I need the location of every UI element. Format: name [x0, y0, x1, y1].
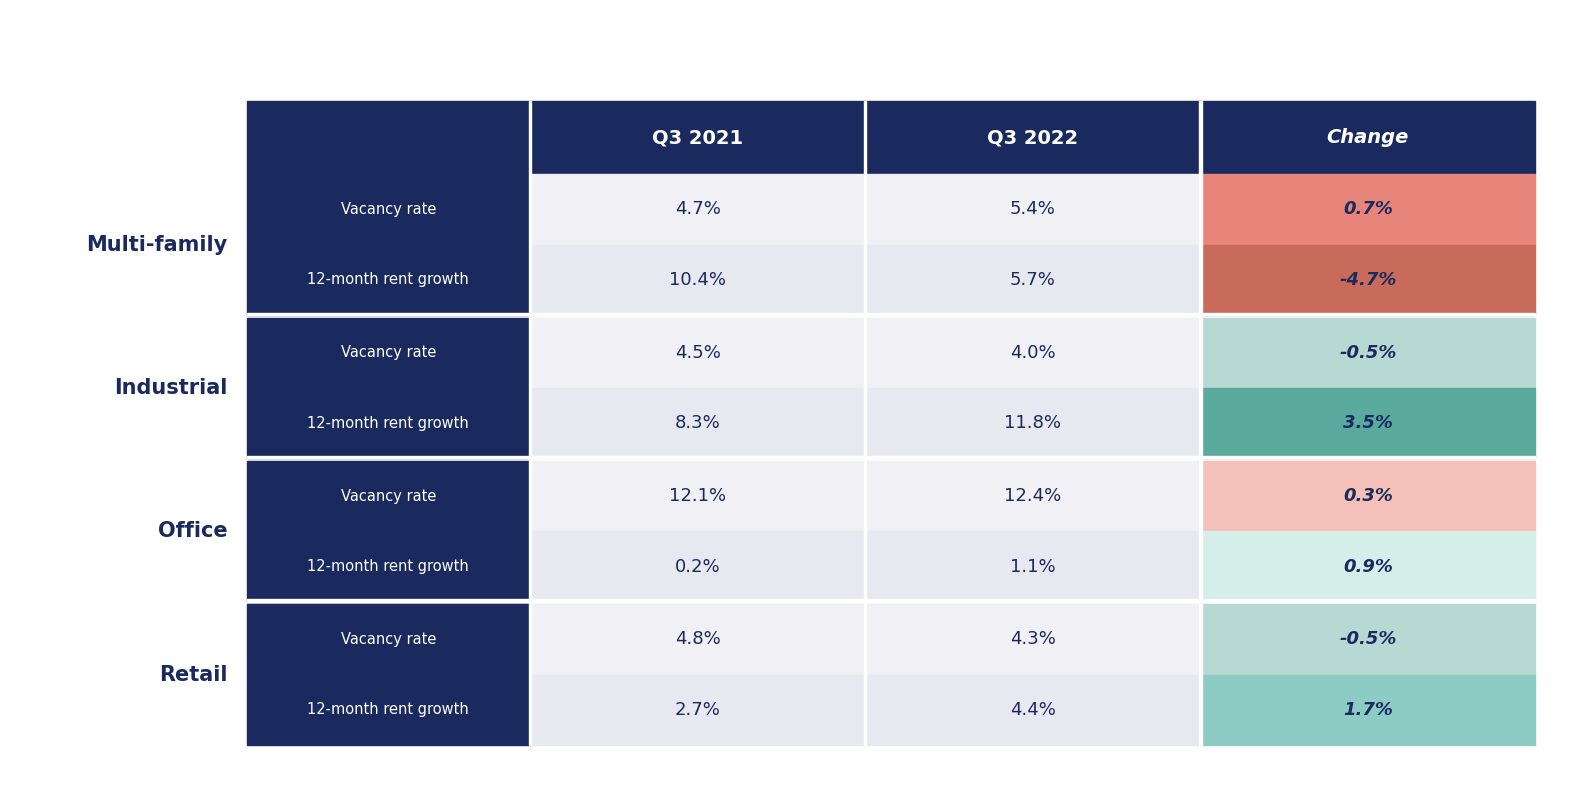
Text: Q3 2021: Q3 2021 [652, 128, 743, 147]
Bar [530, 461, 866, 531]
Text: 12-month rent growth: 12-month rent growth [307, 559, 469, 574]
Text: 5.4%: 5.4% [1010, 200, 1056, 219]
Bar [247, 675, 530, 745]
Bar [247, 313, 1535, 315]
Text: 4.0%: 4.0% [1010, 343, 1055, 362]
Text: 1.1%: 1.1% [1010, 557, 1055, 576]
Bar [247, 245, 530, 315]
Text: Q3 2022: Q3 2022 [986, 128, 1079, 147]
Text: 10.4%: 10.4% [670, 271, 725, 289]
Text: 12-month rent growth: 12-month rent growth [307, 416, 469, 431]
Bar [1200, 461, 1535, 531]
Text: 2.7%: 2.7% [675, 701, 721, 719]
Text: Vacancy rate: Vacancy rate [340, 632, 436, 647]
Text: 5.7%: 5.7% [1010, 271, 1056, 289]
Text: 12-month rent growth: 12-month rent growth [307, 702, 469, 718]
Text: 11.8%: 11.8% [1004, 414, 1061, 433]
Bar [866, 461, 1200, 531]
Bar [1200, 531, 1535, 602]
Bar [528, 101, 531, 745]
Text: 4.7%: 4.7% [675, 200, 721, 219]
Text: Retail: Retail [159, 665, 228, 684]
Text: Vacancy rate: Vacancy rate [340, 202, 436, 217]
Text: -0.5%: -0.5% [1340, 343, 1397, 362]
Bar [1200, 245, 1535, 315]
Text: Vacancy rate: Vacancy rate [340, 345, 436, 360]
Text: 4.3%: 4.3% [1010, 630, 1056, 649]
Bar [530, 604, 866, 675]
Bar [247, 456, 1535, 458]
Bar [866, 531, 1200, 602]
Text: 4.8%: 4.8% [675, 630, 721, 649]
Text: Change: Change [1327, 128, 1410, 147]
Text: -4.7%: -4.7% [1340, 271, 1397, 289]
Bar [247, 101, 1535, 174]
Bar [1200, 675, 1535, 745]
Bar [1200, 101, 1201, 745]
Bar [1200, 318, 1535, 388]
Bar [866, 245, 1200, 315]
Text: 8.3%: 8.3% [675, 414, 721, 433]
Bar [247, 599, 1535, 602]
Bar [530, 531, 866, 602]
Text: Vacancy rate: Vacancy rate [340, 488, 436, 504]
Text: 0.7%: 0.7% [1343, 200, 1392, 219]
Bar [530, 318, 866, 388]
Bar [247, 388, 530, 458]
Bar [247, 531, 530, 602]
Bar [866, 675, 1200, 745]
Bar [866, 388, 1200, 458]
Bar [866, 318, 1200, 388]
Bar [247, 318, 530, 388]
Bar [247, 604, 530, 675]
Text: Multi-family: Multi-family [86, 235, 228, 254]
Bar [247, 461, 530, 531]
Text: 0.3%: 0.3% [1343, 487, 1392, 505]
Bar [530, 245, 866, 315]
Bar [247, 174, 530, 245]
Text: -0.5%: -0.5% [1340, 630, 1397, 649]
Bar [1200, 174, 1535, 245]
Text: 12.1%: 12.1% [670, 487, 725, 505]
Text: 3.5%: 3.5% [1343, 414, 1392, 433]
Bar [530, 388, 866, 458]
Text: 0.2%: 0.2% [675, 557, 721, 576]
Text: 0.9%: 0.9% [1343, 557, 1392, 576]
Bar [1200, 388, 1535, 458]
Bar [866, 604, 1200, 675]
Text: 4.4%: 4.4% [1010, 701, 1056, 719]
Bar [530, 174, 866, 245]
Bar [1200, 604, 1535, 675]
Bar [866, 174, 1200, 245]
Bar [864, 101, 867, 745]
Text: 12-month rent growth: 12-month rent growth [307, 272, 469, 288]
Bar [530, 675, 866, 745]
Text: 4.5%: 4.5% [675, 343, 721, 362]
Text: Industrial: Industrial [115, 378, 228, 398]
Text: 1.7%: 1.7% [1343, 701, 1392, 719]
Text: Office: Office [158, 522, 228, 541]
Text: 12.4%: 12.4% [1004, 487, 1061, 505]
